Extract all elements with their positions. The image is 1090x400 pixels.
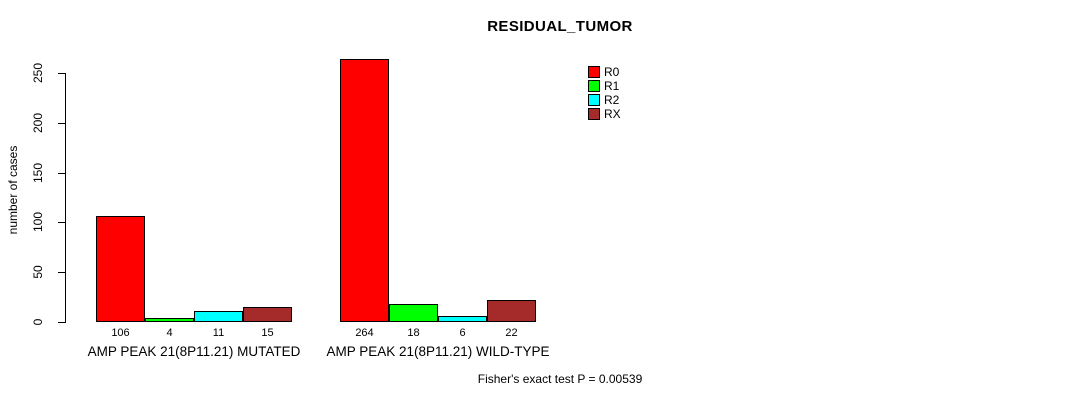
bar-rx-group1 xyxy=(243,307,292,322)
y-tick-label: 150 xyxy=(31,162,45,183)
legend-label-r1: R1 xyxy=(604,79,620,93)
bar-value-label: 106 xyxy=(111,327,130,339)
legend-swatch-r0 xyxy=(588,66,600,78)
y-tick-label: 0 xyxy=(31,318,45,326)
bar-value-label: 264 xyxy=(355,327,374,339)
y-tick-mark xyxy=(58,122,65,124)
legend-swatch-rx xyxy=(588,108,600,120)
bar-value-label: 6 xyxy=(459,327,466,339)
y-tick-mark xyxy=(58,172,65,174)
bar-r0-group1 xyxy=(96,216,145,322)
y-tick-label: 100 xyxy=(31,212,45,233)
bar-r1-group2 xyxy=(389,304,438,322)
legend-label-rx: RX xyxy=(604,107,621,121)
bar-r0-group2 xyxy=(340,59,389,322)
y-tick-mark xyxy=(58,222,65,224)
group-label: AMP PEAK 21(8P11.21) MUTATED xyxy=(87,344,301,359)
y-axis-label: number of cases xyxy=(6,145,20,235)
y-tick-label: 200 xyxy=(31,112,45,133)
legend-swatch-r1 xyxy=(588,80,600,92)
bar-value-label: 4 xyxy=(166,327,173,339)
bar-value-label: 22 xyxy=(505,327,518,339)
group-label: AMP PEAK 21(8P11.21) WILD-TYPE xyxy=(326,344,550,359)
bar-r2-group1 xyxy=(194,311,243,322)
legend-label-r0: R0 xyxy=(604,65,620,79)
y-tick-mark xyxy=(58,73,65,74)
y-tick-mark xyxy=(58,272,65,274)
bar-r2-group2 xyxy=(438,316,487,322)
y-tick-label: 250 xyxy=(31,62,45,84)
bar-value-label: 15 xyxy=(261,327,274,339)
y-tick-label: 50 xyxy=(31,265,45,279)
chart-title: RESIDUAL_TUMOR xyxy=(487,18,633,35)
bar-value-label: 18 xyxy=(407,327,420,339)
legend-label-r2: R2 xyxy=(604,93,620,107)
bar-rx-group2 xyxy=(487,300,536,322)
fisher-test-annotation: Fisher's exact test P = 0.00539 xyxy=(477,372,643,386)
y-tick-mark xyxy=(58,322,65,323)
legend-swatch-r2 xyxy=(588,94,600,106)
bar-r1-group1 xyxy=(145,318,194,322)
bar-value-label: 11 xyxy=(212,327,225,339)
y-axis-line xyxy=(65,73,66,323)
